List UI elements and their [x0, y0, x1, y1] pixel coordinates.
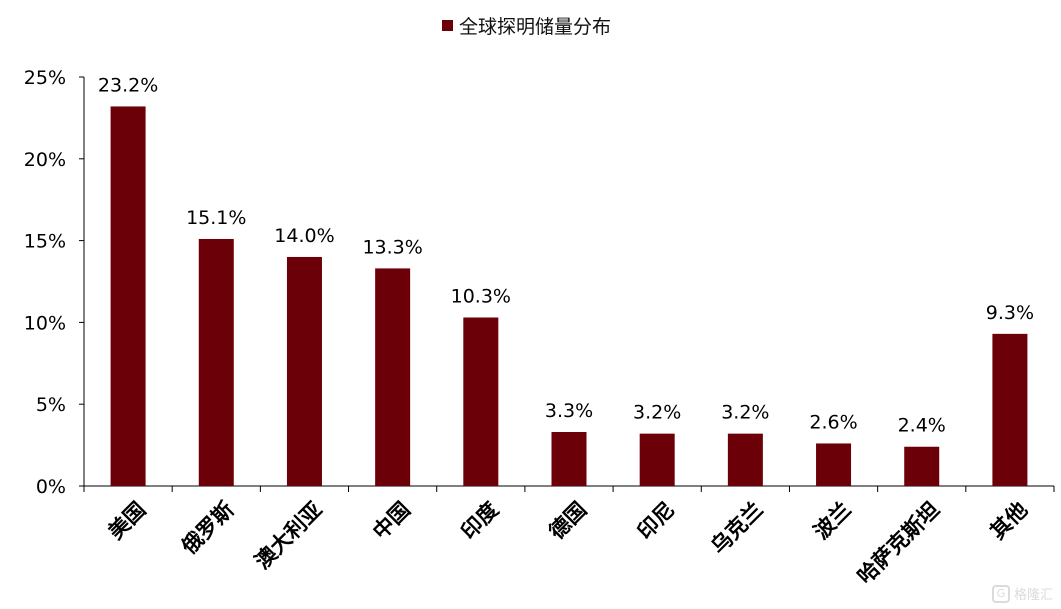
chart-legend: 全球探明储量分布: [442, 13, 612, 38]
watermark-text: 格隆汇: [1013, 588, 1053, 603]
y-tick-label: 10%: [24, 312, 66, 334]
bar-value-label: 9.3%: [986, 302, 1034, 324]
x-category-label: 德国: [545, 497, 592, 544]
x-category-label: 俄罗斯: [176, 497, 238, 559]
bar: [110, 106, 146, 486]
bar: [375, 268, 411, 486]
legend-label: 全球探明储量分布: [459, 15, 612, 38]
bar-value-label: 2.4%: [898, 415, 946, 437]
bar-value-label: 23.2%: [98, 74, 158, 96]
x-category-label: 印度: [456, 497, 503, 544]
x-category-label: 印尼: [633, 497, 680, 544]
watermark-logo-icon: G: [991, 584, 1010, 603]
x-category-label: 中国: [368, 497, 415, 544]
bar-value-label: 15.1%: [186, 207, 246, 229]
x-category-label: 澳大利亚: [250, 497, 326, 573]
y-tick-label: 5%: [36, 394, 66, 416]
y-tick-label: 15%: [24, 231, 66, 253]
x-category-label: 哈萨克斯坦: [853, 497, 944, 588]
bar: [992, 333, 1028, 486]
bar: [198, 238, 234, 486]
bar: [639, 433, 675, 486]
bar-value-label: 14.0%: [274, 225, 334, 247]
watermark: G 格隆汇: [991, 584, 1053, 603]
y-tick-label: 20%: [24, 149, 66, 171]
bar: [816, 443, 852, 486]
y-tick-label: 25%: [24, 67, 66, 89]
bar-value-label: 3.2%: [633, 402, 681, 424]
y-tick-label: 0%: [36, 476, 66, 498]
bar: [727, 433, 763, 486]
legend-swatch: [442, 19, 453, 31]
x-category-label: 波兰: [809, 497, 856, 544]
x-category-label: 其他: [986, 497, 1033, 544]
x-category-label: 乌克兰: [706, 497, 768, 559]
x-category-label: 美国: [104, 497, 151, 544]
bar: [551, 432, 587, 486]
bar: [286, 256, 322, 486]
bar-value-label: 13.3%: [362, 236, 422, 258]
bar: [463, 317, 499, 486]
bar: [904, 446, 940, 486]
bar-value-label: 3.3%: [545, 400, 593, 422]
bar-value-label: 3.2%: [721, 402, 769, 424]
bar-value-label: 2.6%: [809, 411, 857, 433]
bar-value-label: 10.3%: [451, 285, 511, 307]
